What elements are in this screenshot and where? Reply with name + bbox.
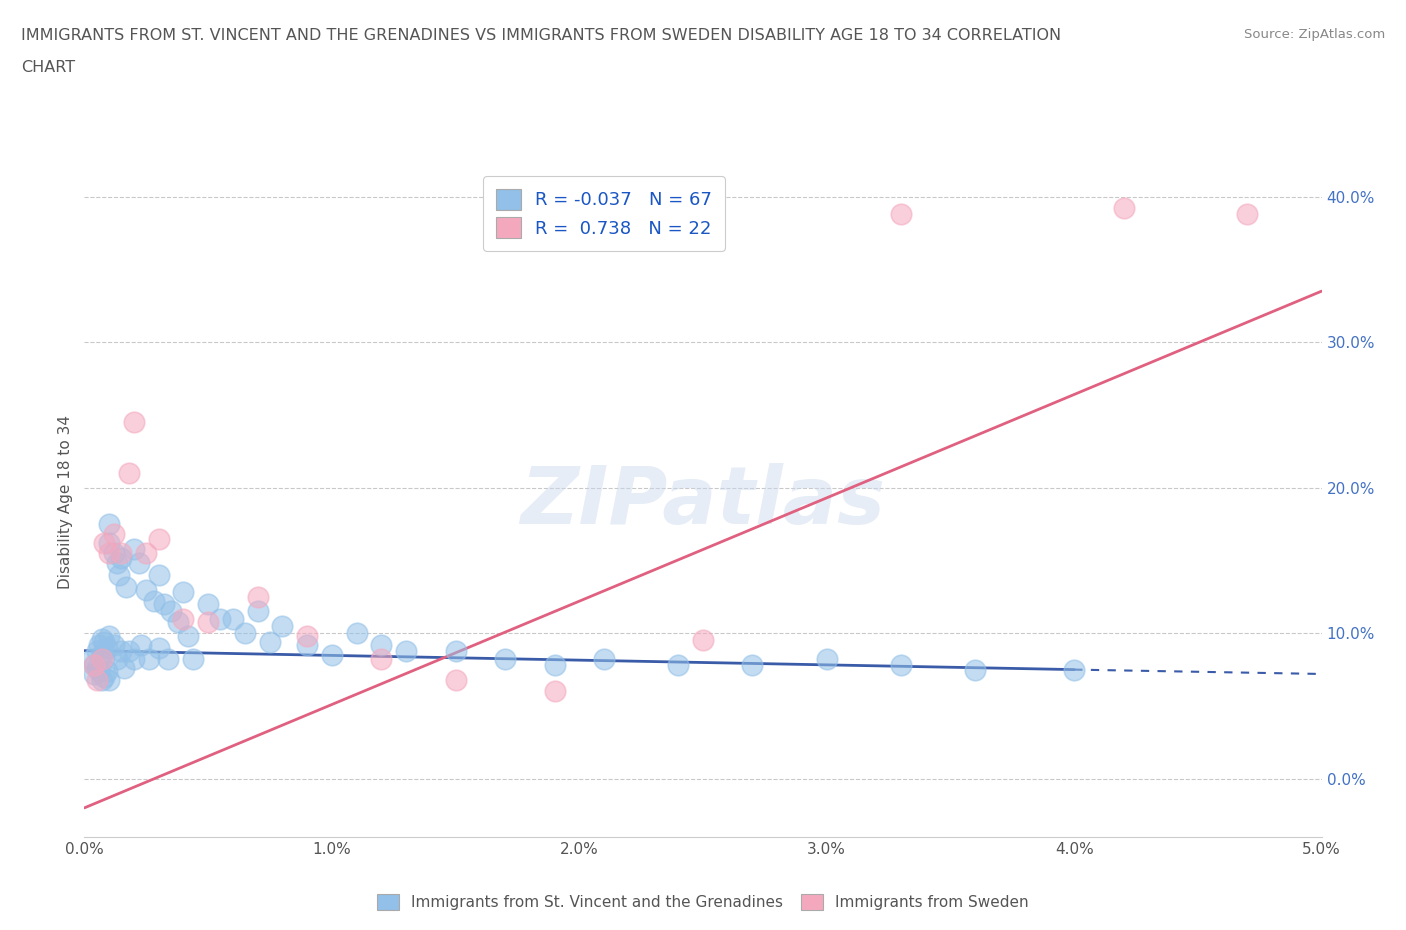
Point: [246, 590, 269, 604]
Point: [90, 672, 112, 687]
Point: [135, 582, 157, 597]
Point: [128, 556, 150, 571]
Point: [271, 618, 294, 633]
Point: [1112, 201, 1135, 216]
Point: [129, 637, 152, 652]
Point: [172, 611, 194, 626]
Point: [89, 664, 111, 679]
Point: [98, 516, 121, 531]
Point: [118, 644, 141, 658]
Point: [108, 567, 131, 582]
Point: [395, 644, 418, 658]
Point: [295, 629, 318, 644]
Point: [965, 662, 987, 677]
Point: [138, 652, 160, 667]
Point: [172, 585, 194, 600]
Point: [815, 652, 838, 667]
Point: [148, 531, 170, 546]
Point: [246, 604, 269, 618]
Point: [110, 644, 132, 658]
Point: [209, 611, 232, 626]
Point: [295, 637, 318, 652]
Point: [86, 672, 108, 687]
Point: [98, 536, 121, 551]
Text: IMMIGRANTS FROM ST. VINCENT AND THE GRENADINES VS IMMIGRANTS FROM SWEDEN DISABIL: IMMIGRANTS FROM ST. VINCENT AND THE GREN…: [21, 28, 1062, 43]
Point: [98, 672, 121, 687]
Legend: Immigrants from St. Vincent and the Grenadines, Immigrants from Sweden: Immigrants from St. Vincent and the Gren…: [371, 888, 1035, 916]
Point: [157, 652, 180, 667]
Text: Source: ZipAtlas.com: Source: ZipAtlas.com: [1244, 28, 1385, 41]
Point: [222, 611, 245, 626]
Point: [103, 526, 125, 541]
Point: [86, 644, 108, 658]
Point: [177, 629, 200, 644]
Point: [83, 658, 105, 672]
Point: [122, 652, 145, 667]
Point: [83, 658, 105, 672]
Point: [167, 614, 190, 629]
Point: [543, 658, 565, 672]
Point: [89, 637, 111, 652]
Point: [890, 206, 912, 221]
Point: [197, 614, 219, 629]
Point: [370, 652, 392, 667]
Point: [96, 641, 118, 656]
Point: [90, 652, 112, 667]
Point: [1063, 662, 1085, 677]
Point: [118, 466, 141, 481]
Point: [346, 626, 368, 641]
Point: [494, 652, 516, 667]
Text: CHART: CHART: [21, 60, 75, 75]
Point: [152, 597, 174, 612]
Point: [98, 546, 121, 561]
Point: [593, 652, 616, 667]
Point: [197, 597, 219, 612]
Point: [890, 658, 912, 672]
Point: [321, 647, 343, 662]
Point: [181, 652, 204, 667]
Point: [90, 646, 112, 661]
Point: [160, 604, 183, 618]
Point: [148, 641, 170, 656]
Point: [83, 667, 105, 682]
Point: [110, 550, 132, 565]
Point: [96, 664, 118, 679]
Point: [105, 652, 128, 667]
Point: [259, 634, 281, 649]
Point: [90, 631, 112, 646]
Point: [692, 633, 714, 648]
Point: [93, 536, 115, 551]
Point: [444, 644, 467, 658]
Point: [93, 652, 115, 667]
Point: [98, 629, 121, 644]
Point: [80, 652, 103, 667]
Point: [122, 415, 145, 430]
Point: [93, 634, 115, 649]
Point: [741, 658, 763, 672]
Point: [86, 660, 108, 675]
Point: [148, 567, 170, 582]
Point: [135, 546, 157, 561]
Point: [103, 637, 125, 652]
Point: [110, 546, 132, 561]
Point: [105, 556, 128, 571]
Point: [233, 626, 256, 641]
Point: [93, 670, 115, 684]
Point: [370, 637, 392, 652]
Point: [122, 541, 145, 556]
Point: [103, 546, 125, 561]
Point: [112, 660, 135, 675]
Y-axis label: Disability Age 18 to 34: Disability Age 18 to 34: [58, 415, 73, 590]
Text: ZIPatlas: ZIPatlas: [520, 463, 886, 541]
Point: [1236, 206, 1258, 221]
Point: [444, 672, 467, 687]
Point: [115, 579, 138, 594]
Point: [142, 593, 165, 608]
Point: [543, 684, 565, 698]
Point: [666, 658, 689, 672]
